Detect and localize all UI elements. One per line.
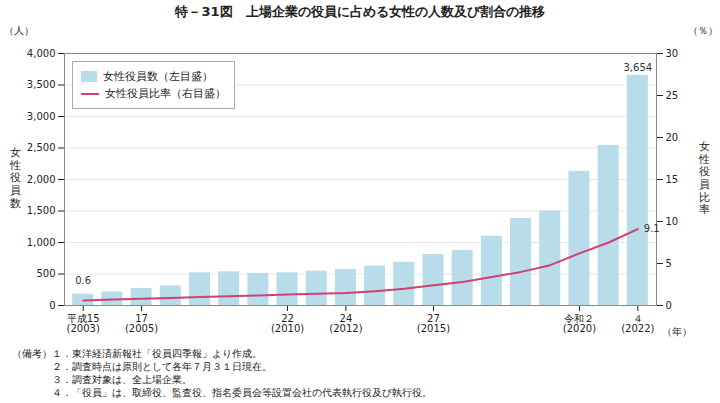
svg-text:3,000: 3,000 [27, 111, 56, 122]
svg-text:30: 30 [666, 48, 679, 59]
svg-text:15: 15 [666, 174, 679, 185]
html-text:女性役員比率（右目盛）: 女性役員比率（右目盛） [105, 87, 226, 100]
svg-text:４(2022): ４(2022) [621, 313, 654, 334]
svg-text:4,000: 4,000 [27, 48, 56, 59]
svg-text:3,500: 3,500 [27, 79, 56, 90]
html-text:特－31図 上場企業の役員に占める女性の人数及び割合の推移: 特－31図 上場企業の役員に占める女性の人数及び割合の推移 [175, 4, 545, 19]
svg-text:（％）: （％） [688, 25, 718, 36]
svg-text:1,500: 1,500 [27, 205, 56, 216]
svg-text:0: 0 [666, 300, 672, 311]
svg-text:500: 500 [36, 268, 55, 279]
svg-text:25: 25 [666, 90, 679, 101]
html-text:女 性 役 員 比 率: 女 性 役 員 比 率 [699, 140, 710, 217]
svg-text:（人）: （人） [4, 25, 34, 36]
svg-text:22(2010): 22(2010) [271, 313, 304, 334]
svg-text:令和２(2020): 令和２(2020) [563, 313, 596, 334]
svg-text:20: 20 [666, 132, 679, 143]
html-text:３．調査対象は、全上場企業。: ３．調査対象は、全上場企業。 [12, 374, 192, 385]
svg-text:3,654: 3,654 [623, 62, 652, 73]
svg-text:24(2012): 24(2012) [329, 313, 362, 334]
html-text:（年）: （年） [662, 326, 692, 337]
html-text:４．「役員」は、取締役、監査役、指名委員会等設置会社の代表執: ４．「役員」は、取締役、監査役、指名委員会等設置会社の代表執行役及び執行役。 [12, 387, 432, 398]
html-text:女性役員数（左目盛）: 女性役員数（左目盛） [103, 70, 213, 83]
svg-text:0.6: 0.6 [75, 275, 91, 286]
svg-text:9.1: 9.1 [644, 223, 660, 234]
svg-text:1,000: 1,000 [27, 237, 56, 248]
svg-text:17(2005): 17(2005) [125, 313, 158, 334]
svg-text:0: 0 [49, 300, 55, 311]
html-text:女 性 役 員 数: 女 性 役 員 数 [10, 146, 21, 210]
svg-text:平成15(2003): 平成15(2003) [67, 313, 100, 334]
html-text:２．調査時点は原則として各年７月３１日現在。: ２．調査時点は原則として各年７月３１日現在。 [12, 361, 272, 372]
html-text:（備考）１．東洋経済新報社「役員四季報」より作成。: （備考）１．東洋経済新報社「役員四季報」より作成。 [12, 348, 262, 359]
svg-text:2,500: 2,500 [27, 142, 56, 153]
svg-text:5: 5 [666, 258, 672, 269]
svg-text:2,000: 2,000 [27, 174, 56, 185]
svg-text:27(2015): 27(2015) [417, 313, 450, 334]
svg-text:10: 10 [666, 216, 679, 227]
